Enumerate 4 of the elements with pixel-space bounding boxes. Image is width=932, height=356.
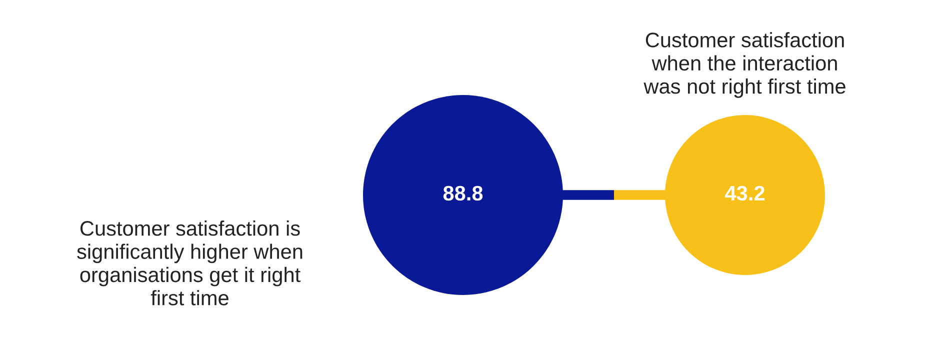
data-label: 88.8	[443, 186, 483, 201]
data-label: 43.2	[725, 186, 764, 201]
category-label: Customer satisfaction when the interaction was not right first time	[644, 32, 846, 98]
category-label: Customer satisfaction is significantly higher when organisations get it right first time	[77, 220, 302, 306]
